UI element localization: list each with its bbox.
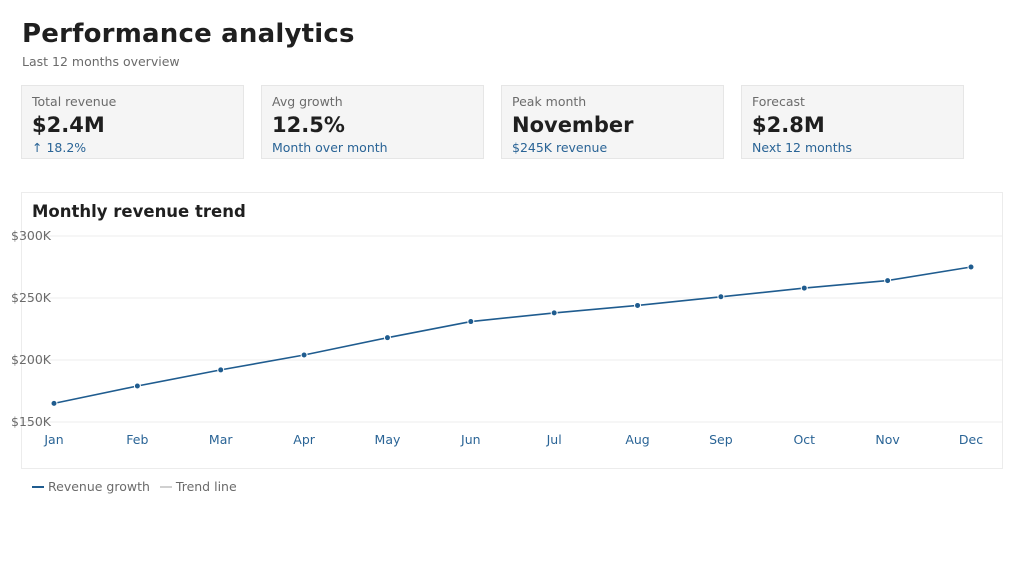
x-tick-label: Dec [959, 432, 983, 447]
kpi-note: $245K revenue [512, 140, 608, 155]
kpi-label: Total revenue [32, 94, 117, 109]
kpi-value: $2.8M [752, 113, 825, 137]
data-point [634, 301, 642, 309]
chart-title: Monthly revenue trend [32, 202, 246, 221]
y-tick-label: $200K [11, 352, 52, 367]
y-tick-label: $250K [11, 290, 52, 305]
x-tick-label: Feb [126, 432, 148, 447]
x-tick-label: Jun [460, 432, 481, 447]
data-point [217, 366, 225, 374]
x-tick-label: Oct [793, 432, 815, 447]
data-point [383, 334, 391, 342]
legend-item-revenue-growth[interactable]: Revenue growth [32, 479, 150, 494]
kpi-card-total-revenue: Total revenue $2.4M ↑ 18.2% [21, 85, 244, 159]
x-tick-label: Nov [875, 432, 900, 447]
data-point [133, 382, 141, 390]
data-point [550, 309, 558, 317]
kpi-card-avg-growth: Avg growth 12.5% Month over month [261, 85, 484, 159]
kpi-label: Peak month [512, 94, 587, 109]
kpi-change: ↑ 18.2% [32, 140, 87, 155]
legend-label: Revenue growth [48, 479, 150, 494]
kpi-value: 12.5% [272, 113, 345, 137]
x-tick-label: Jan [43, 432, 63, 447]
page-title: Performance analytics [22, 19, 355, 49]
x-tick-label: Mar [209, 432, 233, 447]
chart-legend: Revenue growth Trend line [32, 479, 247, 494]
legend-swatch [32, 485, 44, 488]
y-tick-label: $300K [11, 228, 52, 243]
legend-label: Trend line [175, 479, 237, 494]
y-tick-label: $150K [11, 414, 52, 429]
data-point [967, 263, 975, 271]
data-point [717, 293, 725, 301]
data-point [800, 284, 808, 292]
kpi-note: Month over month [272, 140, 388, 155]
x-tick-label: Jul [546, 432, 562, 447]
kpi-label: Forecast [752, 94, 805, 109]
legend-item-trend-line[interactable]: Trend line [159, 479, 237, 494]
x-tick-label: Apr [293, 432, 315, 447]
data-point [300, 351, 308, 359]
data-point [467, 318, 475, 326]
x-tick-label: May [375, 432, 401, 447]
x-tick-label: Sep [709, 432, 733, 447]
data-point [50, 399, 58, 407]
legend-swatch [159, 485, 172, 488]
kpi-card-forecast: Forecast $2.8M Next 12 months [741, 85, 964, 159]
kpi-note: Next 12 months [752, 140, 853, 155]
data-point [884, 277, 892, 285]
x-tick-label: Aug [625, 432, 649, 447]
kpi-card-peak-month: Peak month November $245K revenue [501, 85, 724, 159]
kpi-label: Avg growth [272, 94, 343, 109]
chart-panel [21, 192, 1003, 469]
series-line-revenue-growth [53, 266, 972, 405]
kpi-value: $2.4M [32, 113, 105, 137]
kpi-value: November [512, 113, 634, 137]
page-subtitle: Last 12 months overview [22, 54, 180, 69]
